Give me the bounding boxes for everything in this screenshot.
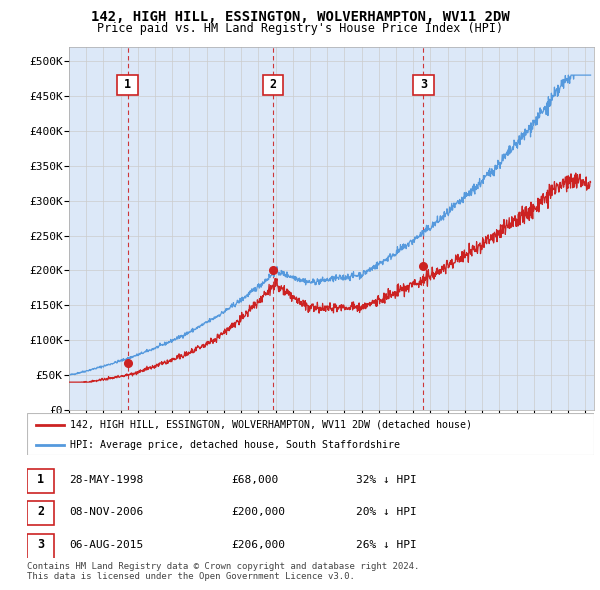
Text: 2: 2	[269, 78, 277, 91]
Text: 2: 2	[37, 505, 44, 518]
Text: 32% ↓ HPI: 32% ↓ HPI	[356, 475, 416, 484]
Text: £200,000: £200,000	[231, 507, 285, 517]
Text: HPI: Average price, detached house, South Staffordshire: HPI: Average price, detached house, Sout…	[70, 440, 400, 450]
FancyBboxPatch shape	[27, 413, 594, 455]
Text: Price paid vs. HM Land Registry's House Price Index (HPI): Price paid vs. HM Land Registry's House …	[97, 22, 503, 35]
FancyBboxPatch shape	[27, 501, 54, 526]
FancyBboxPatch shape	[27, 469, 54, 493]
Text: 20% ↓ HPI: 20% ↓ HPI	[356, 507, 416, 517]
Text: This data is licensed under the Open Government Licence v3.0.: This data is licensed under the Open Gov…	[27, 572, 355, 581]
FancyBboxPatch shape	[263, 75, 283, 95]
FancyBboxPatch shape	[413, 75, 434, 95]
Text: 1: 1	[124, 78, 131, 91]
Text: 142, HIGH HILL, ESSINGTON, WOLVERHAMPTON, WV11 2DW (detached house): 142, HIGH HILL, ESSINGTON, WOLVERHAMPTON…	[70, 420, 472, 430]
Text: 3: 3	[37, 539, 44, 552]
Text: 06-AUG-2015: 06-AUG-2015	[70, 540, 144, 550]
Text: 1: 1	[37, 473, 44, 486]
Text: £68,000: £68,000	[231, 475, 278, 484]
Text: £206,000: £206,000	[231, 540, 285, 550]
Text: 08-NOV-2006: 08-NOV-2006	[70, 507, 144, 517]
Text: 3: 3	[420, 78, 427, 91]
Text: 28-MAY-1998: 28-MAY-1998	[70, 475, 144, 484]
Text: 26% ↓ HPI: 26% ↓ HPI	[356, 540, 416, 550]
Text: Contains HM Land Registry data © Crown copyright and database right 2024.: Contains HM Land Registry data © Crown c…	[27, 562, 419, 571]
FancyBboxPatch shape	[27, 534, 54, 559]
FancyBboxPatch shape	[118, 75, 138, 95]
Text: 142, HIGH HILL, ESSINGTON, WOLVERHAMPTON, WV11 2DW: 142, HIGH HILL, ESSINGTON, WOLVERHAMPTON…	[91, 10, 509, 24]
